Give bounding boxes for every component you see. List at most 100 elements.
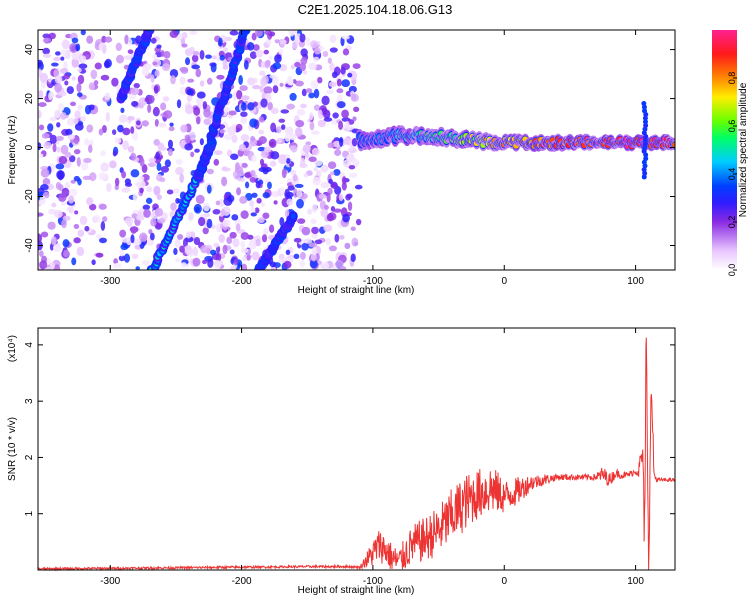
noise-cell <box>250 212 257 217</box>
noise-cell <box>326 89 334 94</box>
noise-cell <box>286 198 293 206</box>
noise-cell <box>239 196 248 204</box>
noise-cell <box>352 116 357 122</box>
noise-cell <box>166 189 174 195</box>
noise-cell <box>314 47 321 55</box>
noise-cell <box>241 162 248 168</box>
noise-cell <box>202 227 209 235</box>
noise-cell <box>77 229 85 237</box>
noise-cell <box>38 89 44 99</box>
noise-cell <box>79 215 88 226</box>
noise-cell <box>350 226 356 231</box>
noise-cell <box>243 60 249 70</box>
noise-cell <box>255 181 261 189</box>
noise-cell <box>320 164 329 173</box>
noise-cell <box>61 39 70 50</box>
noise-cell <box>239 85 248 92</box>
noise-cell <box>135 266 140 270</box>
noise-cell <box>179 66 189 73</box>
figure-title: C2E1.2025.104.18.06.G13 <box>298 2 453 17</box>
noise-cell <box>80 115 86 122</box>
noise-cell <box>170 75 176 85</box>
noise-cell <box>202 101 208 110</box>
noise-cell <box>62 215 71 221</box>
noise-cell <box>56 146 61 153</box>
noise-cell <box>289 92 297 101</box>
noise-cell <box>88 144 93 153</box>
noise-cell <box>310 40 319 49</box>
noise-cell <box>50 236 57 246</box>
noise-cell <box>38 59 43 67</box>
noise-cell <box>296 198 304 209</box>
noise-cell <box>98 203 107 210</box>
heatmap-y-tick-label: 20 <box>24 93 35 105</box>
noise-cell <box>240 102 247 112</box>
noise-cell <box>184 134 191 144</box>
heatmap-x-tick-label: -200 <box>232 276 252 287</box>
noise-cell <box>141 120 149 127</box>
noise-cell <box>257 146 266 152</box>
noise-cell <box>211 55 217 60</box>
streak-cell <box>243 30 249 33</box>
noise-cell <box>332 140 341 148</box>
noise-cell <box>326 192 331 203</box>
noise-cell <box>69 101 77 107</box>
noise-cell <box>116 54 124 64</box>
noise-cell <box>260 202 265 207</box>
noise-cell <box>39 153 44 159</box>
noise-cell <box>62 239 70 248</box>
noise-cell <box>206 168 214 175</box>
noise-cell <box>83 157 92 164</box>
noise-cell <box>303 238 313 244</box>
noise-cell <box>299 33 306 43</box>
noise-cell <box>329 62 335 72</box>
snr-x-tick-label: 100 <box>627 576 644 587</box>
noise-cell <box>238 74 243 85</box>
noise-cell <box>124 182 133 187</box>
noise-cell <box>121 170 127 179</box>
noise-cell <box>55 135 64 141</box>
noise-cell <box>130 152 137 161</box>
noise-cell <box>340 66 346 75</box>
noise-cell <box>269 74 276 79</box>
noise-cell <box>202 202 210 212</box>
noise-cell <box>41 133 50 139</box>
noise-cell <box>73 135 79 145</box>
noise-cell <box>114 177 120 187</box>
noise-cell <box>280 109 290 114</box>
noise-cell <box>267 181 272 190</box>
noise-cell <box>61 189 71 195</box>
noise-cell <box>122 127 131 136</box>
noise-cell <box>219 129 226 134</box>
noise-cell <box>213 158 220 166</box>
noise-cell <box>164 159 171 168</box>
noise-cell <box>124 217 134 225</box>
noise-cell <box>170 202 177 211</box>
noise-cell <box>127 38 133 46</box>
noise-cell <box>332 112 339 119</box>
noise-cell <box>186 89 195 96</box>
noise-cell <box>241 263 248 270</box>
noise-cell <box>186 94 192 103</box>
noise-cell <box>284 132 291 142</box>
noise-cell <box>222 47 228 53</box>
noise-cell <box>314 160 323 167</box>
colorbar-tick-label: 0.0 <box>727 264 737 277</box>
noise-cell <box>308 112 314 121</box>
snr-y-axis-label: SNR (10 * v/v) <box>7 417 18 481</box>
spike-cell <box>642 141 648 147</box>
spike-cell <box>643 123 649 129</box>
noise-cell <box>232 90 237 101</box>
noise-cell <box>63 61 68 71</box>
noise-cell <box>111 129 117 135</box>
noise-cell <box>228 110 237 116</box>
noise-cell <box>69 42 78 53</box>
noise-cell <box>127 116 135 121</box>
noise-cell <box>133 82 140 89</box>
noise-cell <box>163 51 171 59</box>
noise-cell <box>154 118 159 127</box>
heatmap-y-tick-label: 40 <box>24 44 35 56</box>
noise-cell <box>254 30 263 37</box>
noise-cell <box>86 197 94 206</box>
noise-cell <box>204 213 211 218</box>
